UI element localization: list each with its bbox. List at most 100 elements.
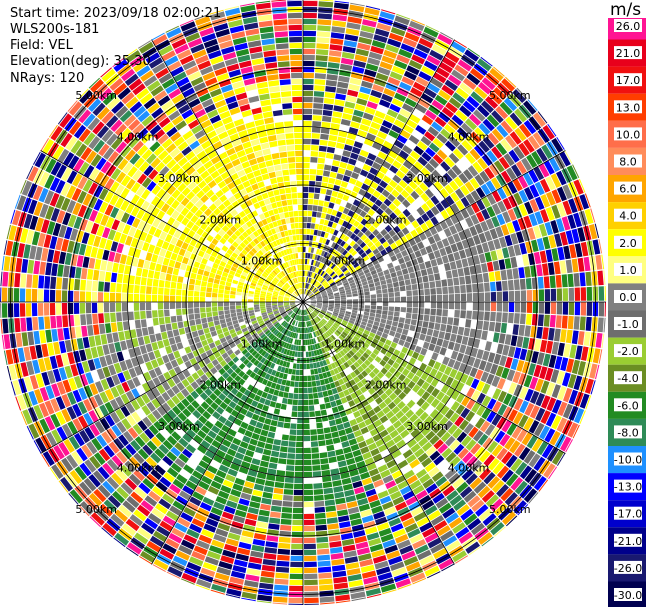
gate-1429 [412, 302, 419, 308]
gate-4357 [81, 268, 88, 280]
gate-3086 [227, 532, 241, 541]
gate-3325 [162, 515, 176, 527]
gate-4949 [276, 274, 282, 280]
gate-909 [395, 239, 403, 247]
gate-3888 [61, 394, 71, 408]
gate-108 [312, 211, 317, 217]
gate-3019 [269, 425, 277, 433]
gate-1703 [344, 315, 350, 320]
gate-404 [379, 125, 390, 135]
gate-3895 [22, 409, 33, 425]
gate-2851 [292, 519, 303, 526]
gate-3886 [72, 389, 82, 403]
gate-3124 [238, 466, 249, 475]
gate-1026 [540, 178, 551, 193]
gate-3089 [222, 549, 236, 559]
gate-4608 [21, 180, 33, 196]
gate-3857 [257, 317, 263, 322]
gate-1523 [393, 311, 400, 317]
gate-4124 [57, 328, 64, 341]
gate-2249 [460, 508, 474, 521]
gate-2308 [337, 359, 343, 366]
gate-1958 [475, 417, 486, 429]
gate-1167 [533, 225, 542, 239]
gate-1989 [388, 366, 397, 375]
gate-4574 [223, 267, 230, 274]
gate-1556 [322, 305, 328, 308]
gate-2704 [321, 469, 331, 477]
gate-3198 [286, 330, 290, 336]
gate-1146 [413, 264, 420, 272]
gate-1865 [481, 395, 492, 407]
gate-2195 [452, 477, 465, 489]
gate-3750 [63, 439, 75, 453]
gate-2319 [373, 419, 383, 428]
gate-4919 [195, 199, 204, 209]
gate-1575 [445, 324, 453, 333]
gate-3838 [88, 396, 99, 409]
gate-631 [379, 203, 388, 211]
gate-1964 [504, 437, 516, 450]
gate-2520 [369, 499, 381, 509]
gate-185 [345, 28, 360, 36]
gate-2591 [312, 344, 316, 351]
gate-4841 [78, 128, 91, 143]
gate-1284 [376, 289, 382, 294]
gate-2124 [364, 367, 372, 374]
gate-2689 [310, 369, 315, 375]
gate-3339 [274, 337, 279, 344]
gate-1082 [321, 293, 327, 296]
gate-58 [306, 228, 311, 235]
gate-1294 [435, 280, 442, 288]
gate-638 [406, 170, 416, 180]
gate-4215 [79, 302, 86, 314]
gate-3634 [176, 391, 185, 401]
gate-1084 [332, 288, 339, 292]
gate-3679 [191, 372, 200, 381]
gate-4836 [103, 147, 115, 160]
gate-2114 [316, 316, 321, 321]
gate-4089 [283, 303, 290, 305]
gate-3637 [161, 402, 171, 413]
gate-3739 [120, 405, 131, 417]
gate-3870 [167, 352, 176, 362]
gate-1398 [490, 291, 497, 302]
gate-1541 [524, 325, 531, 337]
gate-1333 [394, 291, 400, 297]
gate-4281 [253, 297, 260, 300]
gate-1731 [512, 371, 521, 384]
gate-3346 [249, 371, 257, 379]
gate-2348 [314, 324, 319, 330]
gate-3692 [121, 418, 132, 430]
gate-520 [310, 285, 315, 291]
gate-2012 [496, 447, 508, 461]
gate-1296 [447, 278, 454, 287]
gate-2357 [342, 376, 349, 384]
gate-4979 [140, 132, 153, 144]
gate-2660 [333, 485, 344, 493]
gate-3815 [225, 334, 232, 341]
gate-92 [317, 19, 332, 26]
gate-2163 [319, 321, 324, 327]
gate-1458 [598, 302, 605, 317]
gate-3430 [266, 339, 272, 345]
gate-3196 [291, 319, 295, 325]
gate-1152 [447, 253, 455, 262]
gate-643 [425, 147, 436, 158]
gate-1316 [565, 259, 573, 274]
gate-1875 [533, 422, 545, 437]
gate-4446 [119, 254, 127, 265]
gate-2406 [340, 384, 348, 391]
gate-4411 [47, 249, 55, 263]
gate-4733 [135, 197, 145, 208]
gate-2826 [299, 369, 303, 376]
gate-3520 [275, 323, 281, 329]
gate-292 [314, 260, 319, 267]
gate-626 [357, 231, 364, 238]
gate-408 [389, 103, 401, 113]
gate-2652 [324, 433, 332, 440]
gate-315 [361, 118, 372, 127]
gate-4630 [181, 242, 189, 250]
gate-1240 [393, 281, 399, 288]
gate-4975 [162, 154, 173, 165]
